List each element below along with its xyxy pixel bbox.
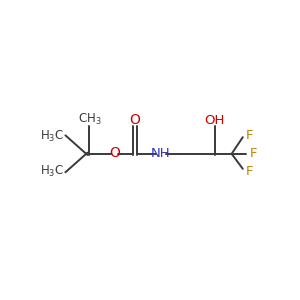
Text: O: O [130,112,141,127]
Text: $\mathregular{H_3C}$: $\mathregular{H_3C}$ [40,129,64,144]
Text: NH: NH [151,147,170,160]
Text: OH: OH [204,114,224,127]
Text: F: F [250,147,257,160]
Text: $\mathregular{H_3C}$: $\mathregular{H_3C}$ [40,164,64,179]
Text: $\mathregular{CH_3}$: $\mathregular{CH_3}$ [78,112,102,127]
Text: F: F [246,165,253,178]
Text: O: O [109,146,120,160]
Text: F: F [246,129,253,142]
